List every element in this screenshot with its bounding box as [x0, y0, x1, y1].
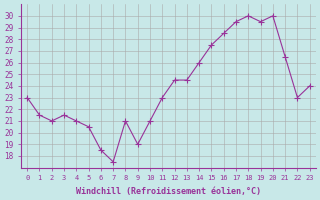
X-axis label: Windchill (Refroidissement éolien,°C): Windchill (Refroidissement éolien,°C) — [76, 187, 261, 196]
